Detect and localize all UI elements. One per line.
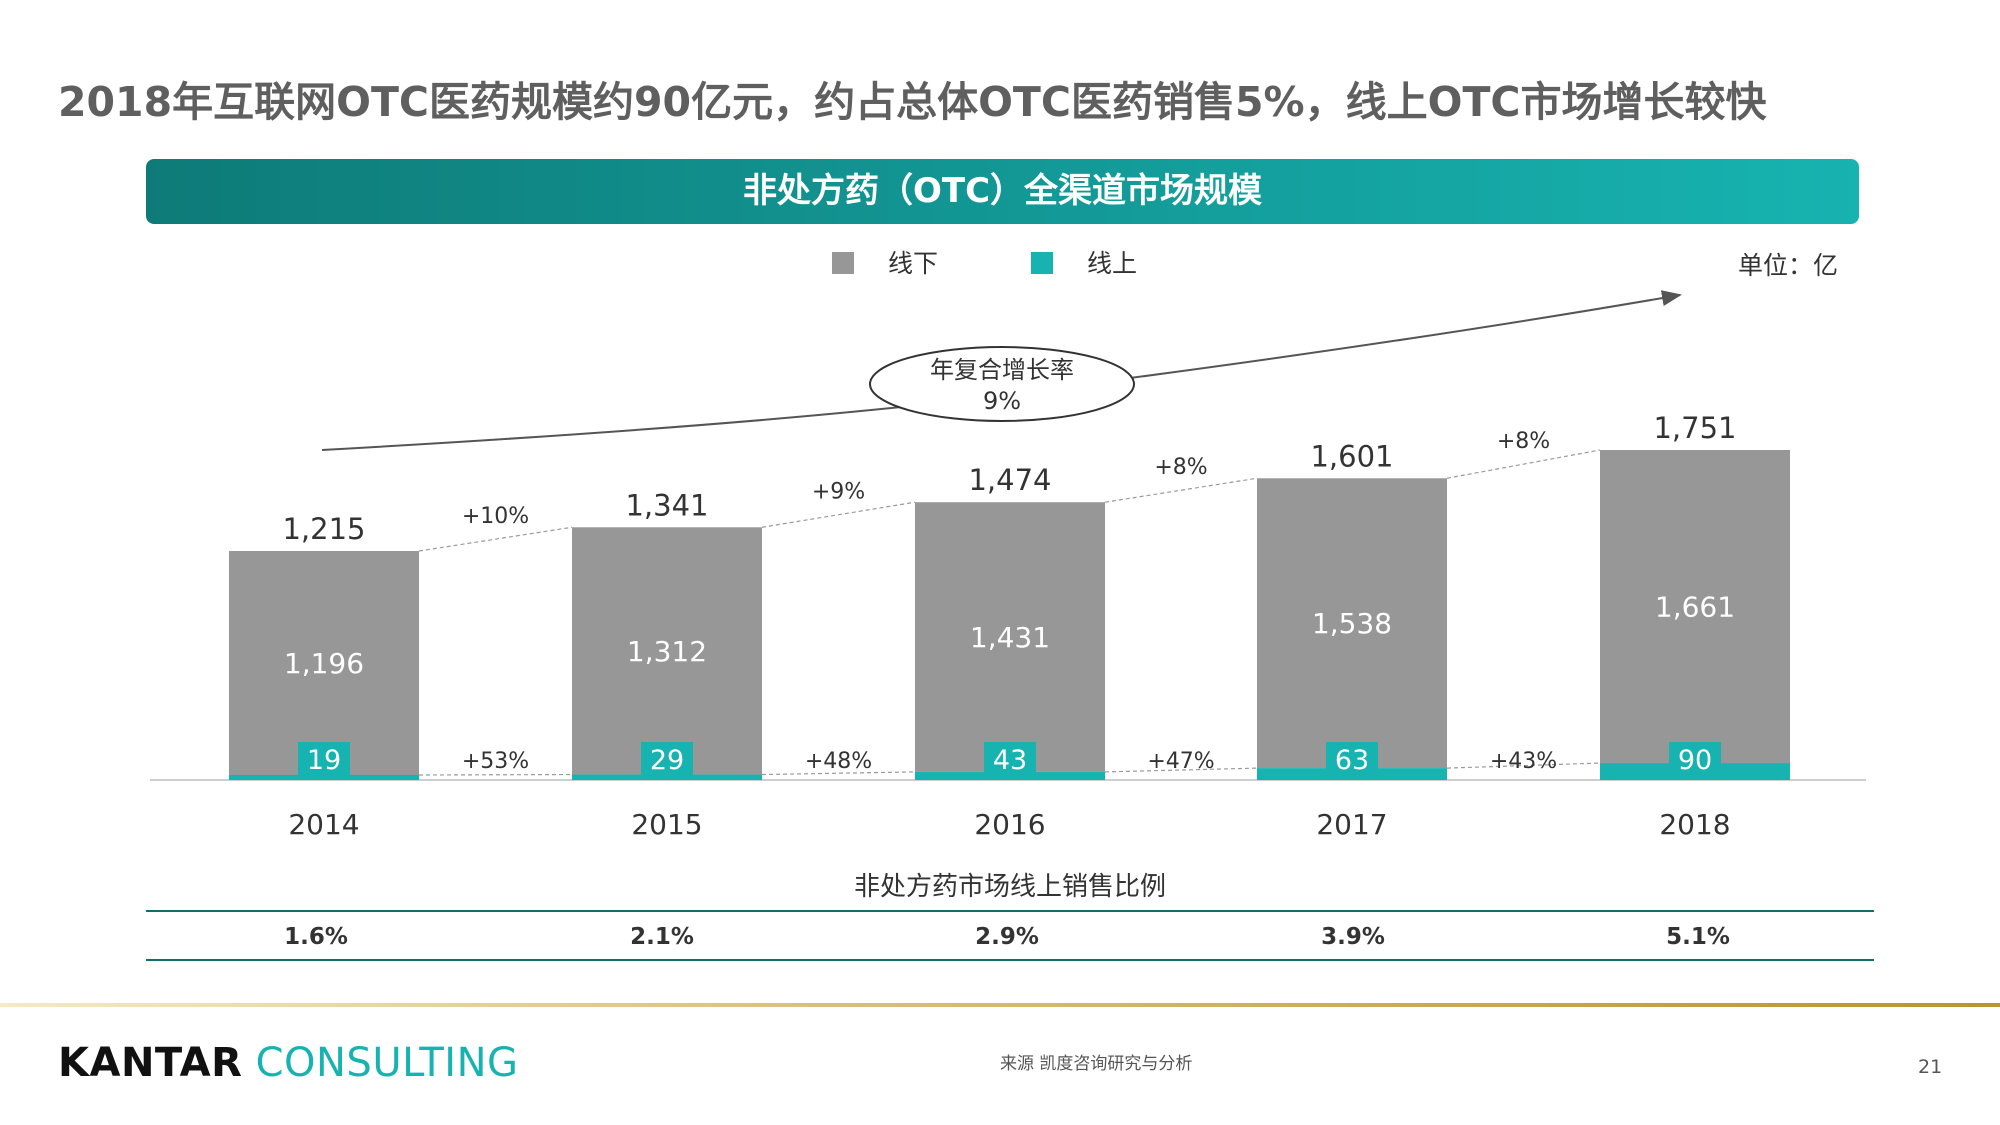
ratio-value-2015: 2.1%	[630, 924, 694, 950]
online-label-box-2016	[984, 742, 1036, 776]
page-number: 21	[1918, 1056, 1943, 1078]
online-value-label-2015: 29	[650, 745, 684, 776]
online-growth-label-4: +43%	[1490, 749, 1557, 774]
offline-value-label-2015: 1,312	[627, 635, 707, 668]
x-tick-label-2016: 2016	[974, 808, 1045, 841]
x-tick-label-2018: 2018	[1659, 808, 1730, 841]
total-value-label-2015: 1,341	[625, 488, 708, 522]
offline-bar-2014	[229, 551, 419, 775]
offline-bar-2015	[572, 527, 762, 775]
online-label-box-2018	[1669, 742, 1721, 776]
cagr-value: 9%	[983, 387, 1021, 415]
online-value-label-2016: 43	[993, 745, 1027, 776]
offline-growth-connector-3	[1104, 477, 1258, 503]
offline-growth-label-2: +9%	[812, 480, 865, 505]
total-value-label-2016: 1,474	[968, 463, 1051, 497]
legend-swatch-offline	[832, 252, 854, 274]
offline-bar-2016	[915, 502, 1105, 772]
offline-growth-connector-2	[761, 501, 916, 528]
ratio-value-2018: 5.1%	[1666, 924, 1730, 950]
offline-growth-connector-4	[1446, 449, 1601, 479]
legend-swatch-online	[1031, 252, 1053, 274]
legend-label-offline: 线下	[888, 249, 938, 278]
legend-label-online: 线上	[1087, 249, 1137, 278]
offline-bar-2018	[1600, 450, 1790, 764]
online-growth-connector-2	[761, 771, 916, 776]
total-value-label-2017: 1,601	[1310, 439, 1393, 473]
online-bar-2015	[572, 774, 762, 780]
online-growth-connector-3	[1104, 767, 1258, 773]
offline-growth-label-4: +8%	[1497, 429, 1550, 454]
x-tick-label-2017: 2017	[1316, 808, 1387, 841]
offline-growth-connector-1	[418, 526, 573, 552]
online-ratio-title: 非处方药市场线上销售比例	[853, 872, 1166, 902]
online-value-label-2014: 19	[307, 745, 341, 776]
online-growth-connector-4	[1446, 762, 1601, 769]
ratio-top-rule	[146, 910, 1874, 912]
x-tick-label-2015: 2015	[631, 808, 702, 841]
ratio-value-2014: 1.6%	[284, 924, 348, 950]
online-growth-label-2: +48%	[805, 749, 872, 774]
ratio-value-2017: 3.9%	[1321, 924, 1385, 950]
x-tick-label-2014: 2014	[288, 808, 359, 841]
online-growth-label-1: +53%	[462, 749, 529, 774]
offline-growth-label-3: +8%	[1154, 455, 1207, 480]
online-label-box-2015	[641, 742, 693, 776]
online-label-box-2014	[298, 742, 350, 776]
ratio-bottom-rule	[146, 959, 1874, 961]
offline-value-label-2016: 1,431	[970, 621, 1050, 654]
online-growth-label-3: +47%	[1147, 749, 1214, 774]
offline-growth-label-1: +10%	[462, 504, 529, 529]
unit-label: 单位：亿	[1738, 251, 1839, 280]
cagr-ellipse	[869, 346, 1135, 422]
source-note: 来源 凯度咨询研究与分析	[1000, 1054, 1193, 1074]
online-value-label-2017: 63	[1335, 745, 1369, 776]
cagr-label: 年复合增长率	[930, 356, 1074, 384]
offline-value-label-2014: 1,196	[284, 647, 364, 680]
offline-value-label-2018: 1,661	[1655, 591, 1735, 624]
total-value-label-2014: 1,215	[282, 512, 365, 546]
footer-divider	[0, 1003, 2000, 1007]
total-value-label-2018: 1,751	[1653, 411, 1736, 445]
kantar-consulting-logo: KANTAR CONSULTING	[58, 1040, 519, 1086]
online-label-box-2017	[1326, 742, 1378, 776]
page-headline: 2018年互联网OTC医药规模约90亿元，约占总体OTC医药销售5%，线上OTC…	[58, 78, 1767, 126]
online-bar-2014	[229, 775, 419, 780]
offline-bar-2017	[1257, 478, 1447, 769]
chart-title-banner: 非处方药（OTC）全渠道市场规模	[146, 159, 1859, 224]
offline-value-label-2017: 1,538	[1312, 607, 1392, 640]
online-value-label-2018: 90	[1678, 745, 1712, 776]
ratio-value-2016: 2.9%	[975, 924, 1039, 950]
